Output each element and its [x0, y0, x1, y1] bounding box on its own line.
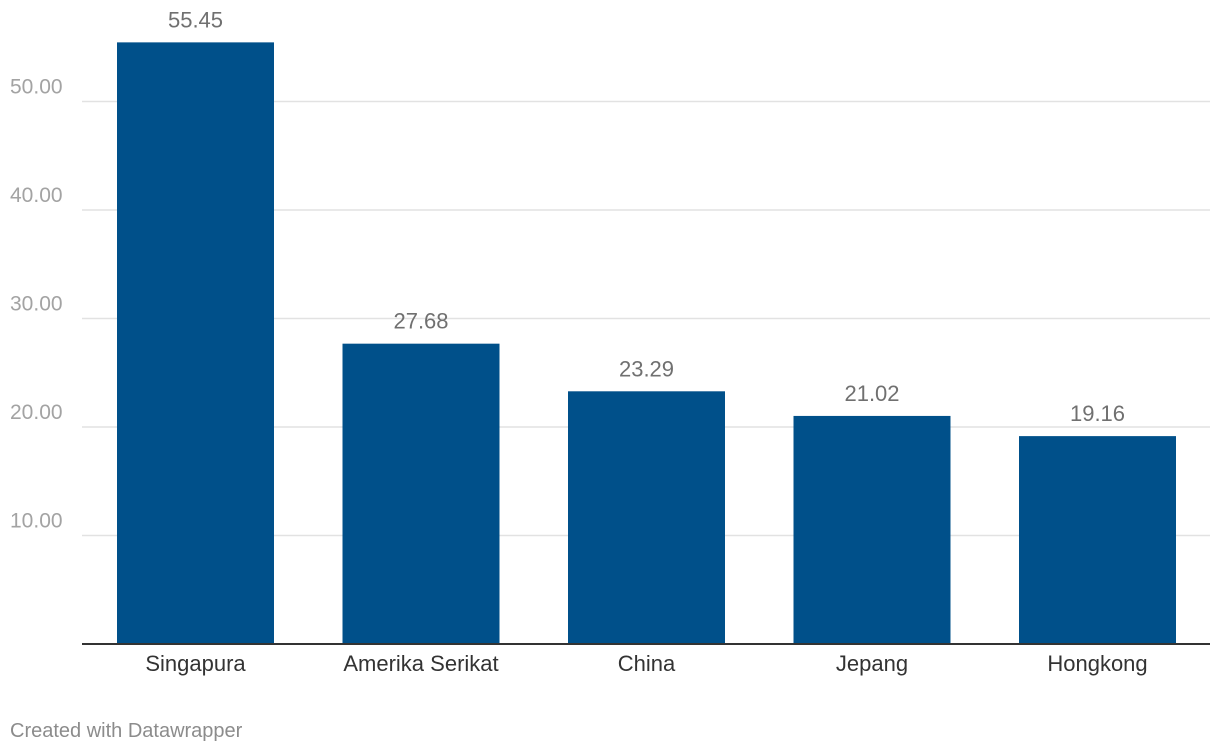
x-axis-category-labels: Singapura Amerika Serikat China Jepang Hongk…: [145, 651, 1147, 676]
y-tick-label: 20.00: [10, 401, 63, 424]
y-axis-tick-labels: 10.00 20.00 30.00 40.00 50.00: [10, 76, 63, 533]
value-label: 27.68: [393, 309, 448, 334]
category-label: Amerika Serikat: [343, 651, 498, 676]
value-label: 21.02: [844, 381, 899, 406]
value-labels: 55.45 27.68 23.29 21.02 19.16: [168, 7, 1125, 426]
bar-chart: 10.00 20.00 30.00 40.00 50.00 55.45 27.68 23.2…: [10, 7, 1210, 676]
bar-hongkong[interactable]: [1019, 436, 1176, 644]
category-label: Singapura: [145, 651, 246, 676]
category-label: Hongkong: [1047, 651, 1147, 676]
y-tick-label: 30.00: [10, 293, 63, 316]
category-label: China: [618, 651, 676, 676]
bars: [117, 42, 1176, 645]
bar-singapura[interactable]: [117, 42, 274, 645]
y-tick-label: 10.00: [10, 510, 63, 533]
value-label: 23.29: [619, 356, 674, 381]
value-label: 55.45: [168, 7, 223, 32]
y-tick-label: 40.00: [10, 184, 63, 207]
datawrapper-credit[interactable]: Created with Datawrapper: [10, 720, 243, 742]
bar-china[interactable]: [568, 391, 725, 644]
category-label: Jepang: [836, 651, 908, 676]
bar-amerika-serikat[interactable]: [342, 343, 500, 644]
bar-jepang[interactable]: [793, 415, 951, 644]
y-tick-label: 50.00: [10, 76, 63, 99]
value-label: 19.16: [1070, 401, 1125, 426]
